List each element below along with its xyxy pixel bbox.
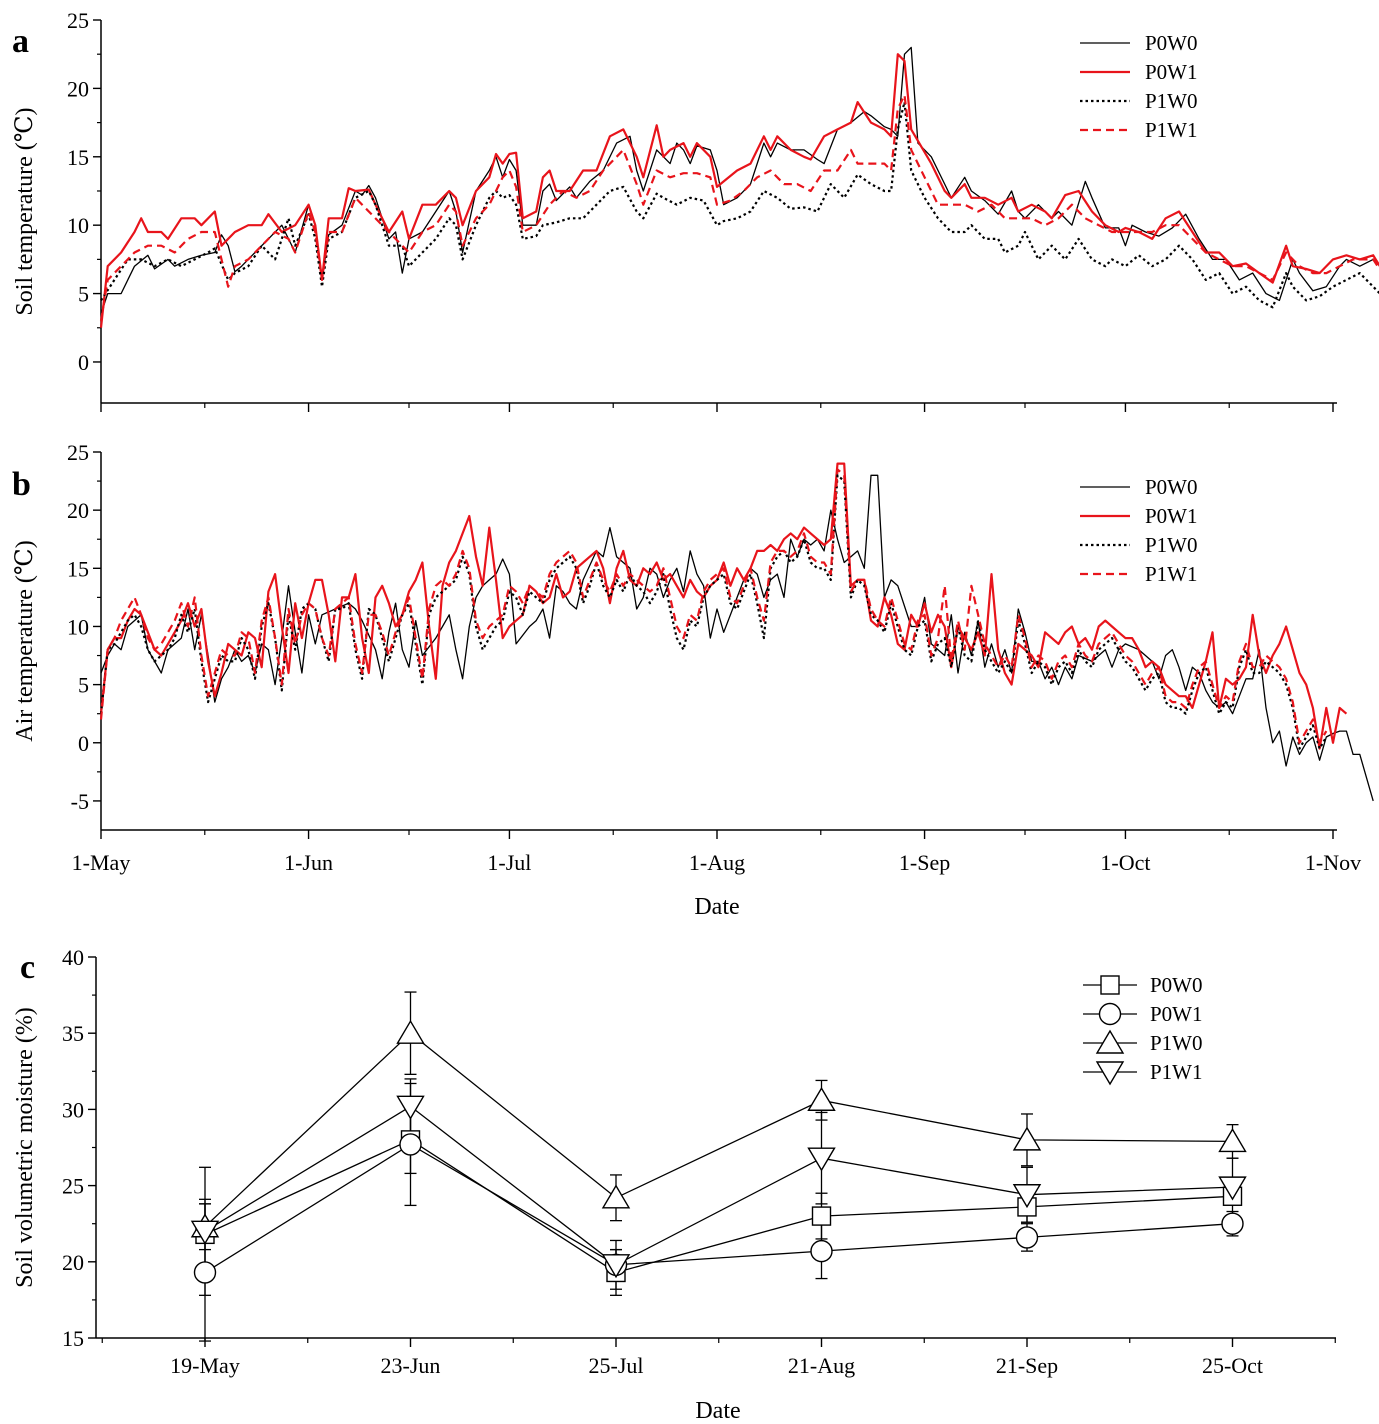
legend-marker-p0w0 bbox=[1100, 975, 1120, 995]
y-tick-label: 40 bbox=[62, 945, 84, 970]
panel-b-air-temperature: -5 0 5 10 15 20 25 1-May 1-Jun 1-Jul 1-Aug 1-Sep 1-O… bbox=[12, 440, 1374, 920]
legend-marker-p0w1 bbox=[1098, 1002, 1122, 1026]
legend-label-p0w0: P0W0 bbox=[1145, 475, 1198, 499]
marker-p1w1 bbox=[396, 1095, 425, 1120]
y-tick-label: 20 bbox=[67, 498, 89, 523]
x-axis-label: Date bbox=[695, 1398, 740, 1424]
series-line-p1w1 bbox=[99, 94, 1379, 322]
marker-p1w1 bbox=[1218, 1176, 1247, 1201]
legend-label-p0w0: P0W0 bbox=[1150, 973, 1203, 997]
panel-a-soil-temperature: 0 5 10 15 20 25 Soil temperature (℃) a P0W0 P0W1 P… bbox=[12, 8, 1379, 412]
series-line-p0w0 bbox=[204, 1139, 1233, 1274]
marker-p1w1 bbox=[190, 1220, 220, 1245]
panel-letter: a bbox=[12, 23, 29, 60]
y-tick-label: 0 bbox=[78, 731, 89, 756]
series-line-p1w0 bbox=[204, 1032, 1233, 1228]
y-tick-label: 20 bbox=[67, 76, 89, 101]
y-axis-label: Soil temperature (℃) bbox=[12, 107, 38, 315]
marker-p0w1 bbox=[193, 1261, 217, 1284]
legend-label-p1w0: P1W0 bbox=[1145, 533, 1198, 557]
legend-label-p1w0: P1W0 bbox=[1150, 1031, 1203, 1055]
legend-marker-p1w0 bbox=[1095, 1029, 1125, 1054]
series-line-p0w1 bbox=[99, 462, 1348, 750]
series-line-p1w1 bbox=[99, 468, 1328, 744]
y-tick-label: 25 bbox=[62, 1174, 84, 1199]
y-tick-label: 5 bbox=[78, 673, 89, 698]
marker-p1w0 bbox=[601, 1184, 631, 1209]
marker-p1w0 bbox=[1218, 1128, 1247, 1153]
y-tick-label: -5 bbox=[71, 789, 89, 814]
marker-p0w1 bbox=[1015, 1226, 1039, 1249]
x-tick-label: 21-Aug bbox=[788, 1353, 855, 1378]
legend-label-p1w1: P1W1 bbox=[1145, 562, 1198, 586]
x-tick-label: 1-Jul bbox=[487, 850, 531, 875]
marker-p1w1 bbox=[807, 1147, 836, 1172]
series-line-p1w1 bbox=[204, 1105, 1233, 1266]
series-line-p0w1 bbox=[204, 1143, 1233, 1274]
marker-p0w0 bbox=[811, 1206, 832, 1226]
x-tick-label: 21-Sep bbox=[996, 1353, 1058, 1378]
panel-letter: c bbox=[20, 949, 35, 986]
panel-letter: b bbox=[12, 466, 31, 503]
series-line-p1w0 bbox=[99, 474, 1328, 750]
x-tick-label: 25-Jul bbox=[589, 1353, 644, 1378]
x-axis-label: Date bbox=[694, 894, 739, 920]
x-tick-label: 23-Jun bbox=[381, 1353, 441, 1378]
marker-p1w1 bbox=[1012, 1184, 1042, 1209]
y-tick-label: 15 bbox=[67, 145, 89, 170]
marker-p1w0 bbox=[807, 1086, 836, 1111]
x-tick-label: 1-Oct bbox=[1100, 850, 1150, 875]
y-tick-label: 25 bbox=[67, 440, 89, 465]
legend-label-p1w1: P1W1 bbox=[1150, 1060, 1203, 1084]
marker-p0w1 bbox=[399, 1133, 422, 1156]
y-axis-label: Soil volumetric moisture (%) bbox=[12, 1007, 38, 1288]
x-tick-label: 1-Aug bbox=[689, 850, 745, 875]
y-axis-label: Air temperature (℃) bbox=[12, 540, 38, 741]
y-tick-label: 15 bbox=[67, 556, 89, 581]
legend-label-p0w0: P0W0 bbox=[1145, 31, 1198, 55]
legend-label-p1w0: P1W0 bbox=[1145, 89, 1198, 113]
legend-label-p0w1: P0W1 bbox=[1145, 60, 1198, 84]
y-tick-label: 10 bbox=[67, 213, 89, 238]
x-tick-label: 1-Nov bbox=[1305, 850, 1361, 875]
marker-p0w1 bbox=[810, 1239, 833, 1263]
marker-p1w0 bbox=[396, 1019, 425, 1044]
x-tick-label: 25-Oct bbox=[1202, 1353, 1263, 1378]
marker-p1w0 bbox=[1012, 1126, 1042, 1151]
y-tick-label: 0 bbox=[78, 350, 89, 375]
legend-label-p0w1: P0W1 bbox=[1150, 1002, 1203, 1026]
x-tick-label: 1-Sep bbox=[899, 850, 950, 875]
y-tick-label: 5 bbox=[78, 282, 89, 307]
y-tick-label: 35 bbox=[62, 1021, 84, 1046]
panel-c-soil-moisture: 15 20 25 30 35 40 19-May 23-Jun 25-Jul 21-Aug 21-S… bbox=[12, 945, 1336, 1424]
x-tick-label: 1-May bbox=[72, 850, 131, 875]
y-tick-label: 20 bbox=[62, 1250, 84, 1275]
y-tick-label: 15 bbox=[62, 1326, 84, 1351]
x-tick-label: 1-Jun bbox=[284, 850, 333, 875]
y-tick-label: 30 bbox=[62, 1097, 84, 1122]
x-tick-label: 19-May bbox=[170, 1353, 240, 1378]
legend-marker-p1w1 bbox=[1095, 1061, 1125, 1086]
legend-label-p1w1: P1W1 bbox=[1145, 118, 1198, 142]
legend-label-p0w1: P0W1 bbox=[1145, 504, 1198, 528]
marker-p0w1 bbox=[1221, 1212, 1244, 1235]
y-tick-label: 10 bbox=[67, 614, 89, 639]
y-tick-label: 25 bbox=[67, 8, 89, 33]
marker-p1w1 bbox=[601, 1254, 631, 1279]
